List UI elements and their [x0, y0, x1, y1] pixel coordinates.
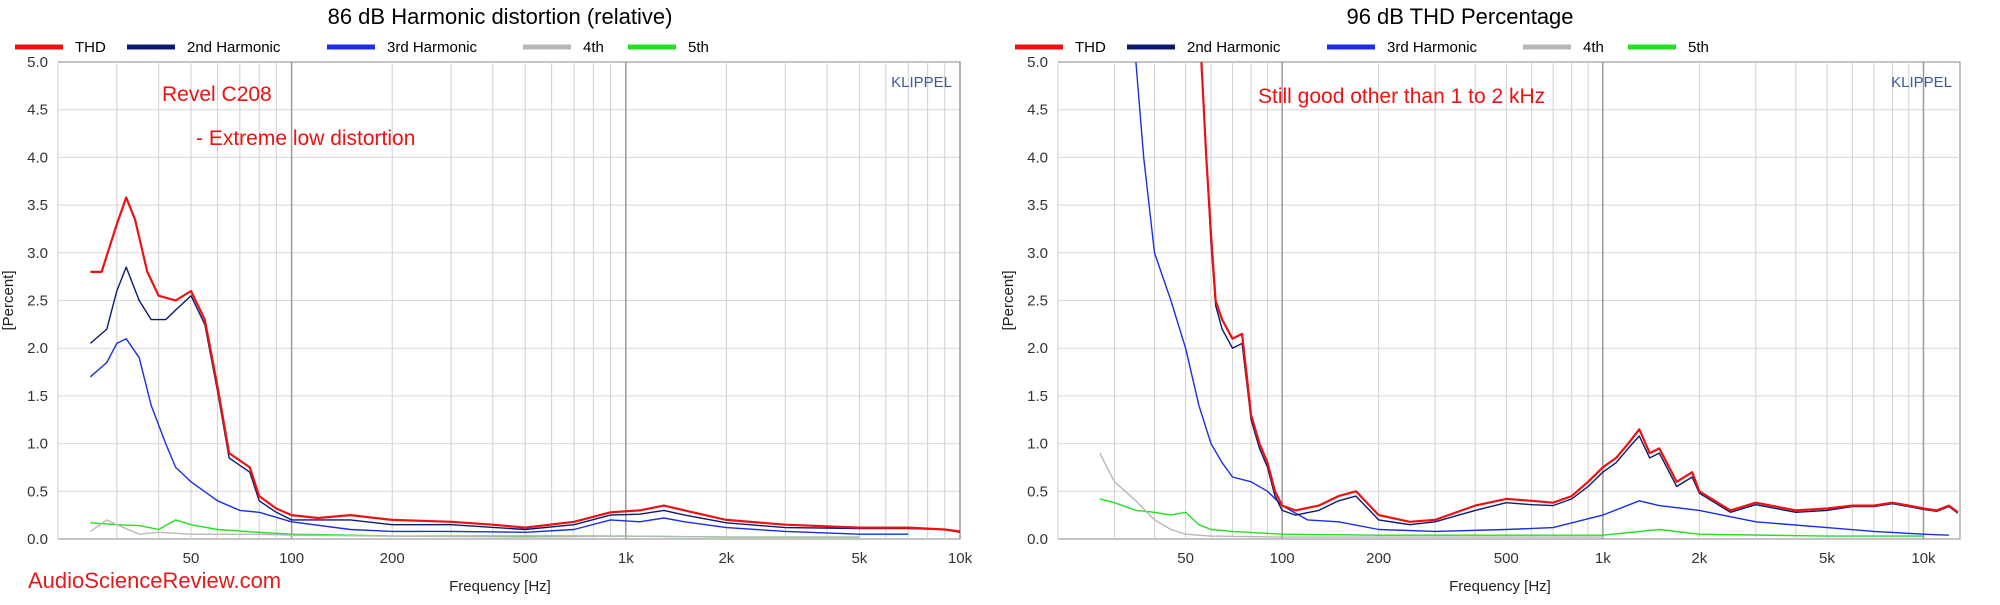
x-tick-label: 10k	[1911, 550, 1936, 567]
x-tick-label: 500	[513, 550, 538, 567]
y-tick-label: 3.5	[1027, 197, 1048, 214]
chart-right: 96 dB THD Percentage THD 2nd Harmonic 3rd H…	[1000, 0, 2000, 600]
series-line-3	[1099, 452, 1603, 538]
y-tick-label: 5.0	[27, 54, 48, 71]
site-watermark: AudioScienceReview.com	[28, 568, 282, 593]
y-tick-label: 3.0	[27, 245, 48, 262]
x-tick-label: 1k	[618, 550, 634, 567]
series-line-0	[90, 196, 960, 533]
y-tick-label: 0.5	[1027, 483, 1048, 500]
y-tick-label: 1.0	[1027, 436, 1048, 453]
y-tick-label: 3.0	[1027, 245, 1048, 262]
y-tick-label: 0.5	[27, 483, 48, 500]
x-tick-label: 2k	[718, 550, 734, 567]
y-tick-label: 2.0	[1027, 340, 1048, 357]
series-line-0	[1200, 62, 1959, 523]
y-tick-label: 4.0	[27, 149, 48, 166]
series-line-2	[1135, 62, 1949, 536]
annotation-1: - Extreme low distortion	[196, 127, 415, 150]
x-tick-label: 5k	[851, 550, 867, 567]
y-axis-label: [Percent]	[1000, 270, 1017, 330]
y-tick-label: 1.0	[27, 436, 48, 453]
y-tick-label: 3.5	[27, 197, 48, 214]
x-tick-label: 5k	[1819, 550, 1835, 567]
y-tick-label: 1.5	[27, 388, 48, 405]
klippel-watermark: KLIPPEL	[1891, 74, 1952, 91]
y-tick-label: 5.0	[1027, 54, 1048, 71]
x-tick-label: 50	[183, 550, 200, 567]
y-tick-label: 4.5	[1027, 102, 1048, 119]
legend-label-0: THD	[1075, 39, 1106, 56]
y-axis-label: [Percent]	[0, 270, 17, 330]
legend-label-4: 5th	[688, 39, 709, 56]
series-line-4	[1099, 498, 1924, 537]
legend-label-3: 4th	[583, 39, 604, 56]
chart-right-svg: 96 dB THD Percentage THD 2nd Harmonic 3rd H…	[1000, 4, 1961, 595]
x-tick-label: 100	[279, 550, 304, 567]
legend-label-2: 3rd Harmonic	[387, 39, 478, 56]
x-tick-label: 100	[1270, 550, 1295, 567]
annotation-0: Revel C208	[162, 83, 272, 106]
y-tick-label: 1.5	[1027, 388, 1048, 405]
series-line-1	[1200, 62, 1959, 526]
legend-label-2: 3rd Harmonic	[1387, 39, 1478, 56]
x-axis-label: Frequency [Hz]	[1449, 578, 1551, 595]
chart-left: 86 dB Harmonic distortion (relative) THD 2…	[0, 0, 1000, 600]
x-axis-label: Frequency [Hz]	[449, 578, 551, 595]
y-tick-label: 4.0	[1027, 149, 1048, 166]
y-tick-label: 2.0	[27, 340, 48, 357]
x-tick-label: 10k	[948, 550, 973, 567]
series-line-3	[89, 519, 860, 538]
legend-label-3: 4th	[1583, 39, 1604, 56]
y-tick-label: 0.0	[27, 531, 48, 548]
y-tick-label: 0.0	[1027, 531, 1048, 548]
legend-label-0: THD	[75, 39, 106, 56]
series-line-2	[89, 338, 909, 535]
legend-label-1: 2nd Harmonic	[187, 39, 281, 56]
x-tick-label: 50	[1177, 550, 1194, 567]
y-tick-label: 2.5	[1027, 293, 1048, 310]
klippel-watermark: KLIPPEL	[891, 74, 952, 91]
chart-title: 96 dB THD Percentage	[1346, 4, 1573, 29]
x-tick-label: 200	[1366, 550, 1391, 567]
y-tick-label: 2.5	[27, 293, 48, 310]
x-tick-label: 500	[1494, 550, 1519, 567]
annotation-0: Still good other than 1 to 2 kHz	[1258, 85, 1545, 108]
legend-label-1: 2nd Harmonic	[1187, 39, 1281, 56]
x-tick-label: 2k	[1691, 550, 1707, 567]
chart-left-svg: 86 dB Harmonic distortion (relative) THD 2…	[0, 4, 973, 595]
series-line-1	[89, 266, 960, 533]
x-tick-label: 1k	[1595, 550, 1611, 567]
x-tick-label: 200	[380, 550, 405, 567]
chart-title: 86 dB Harmonic distortion (relative)	[328, 4, 673, 29]
y-tick-label: 4.5	[27, 102, 48, 119]
legend-label-4: 5th	[1688, 39, 1709, 56]
